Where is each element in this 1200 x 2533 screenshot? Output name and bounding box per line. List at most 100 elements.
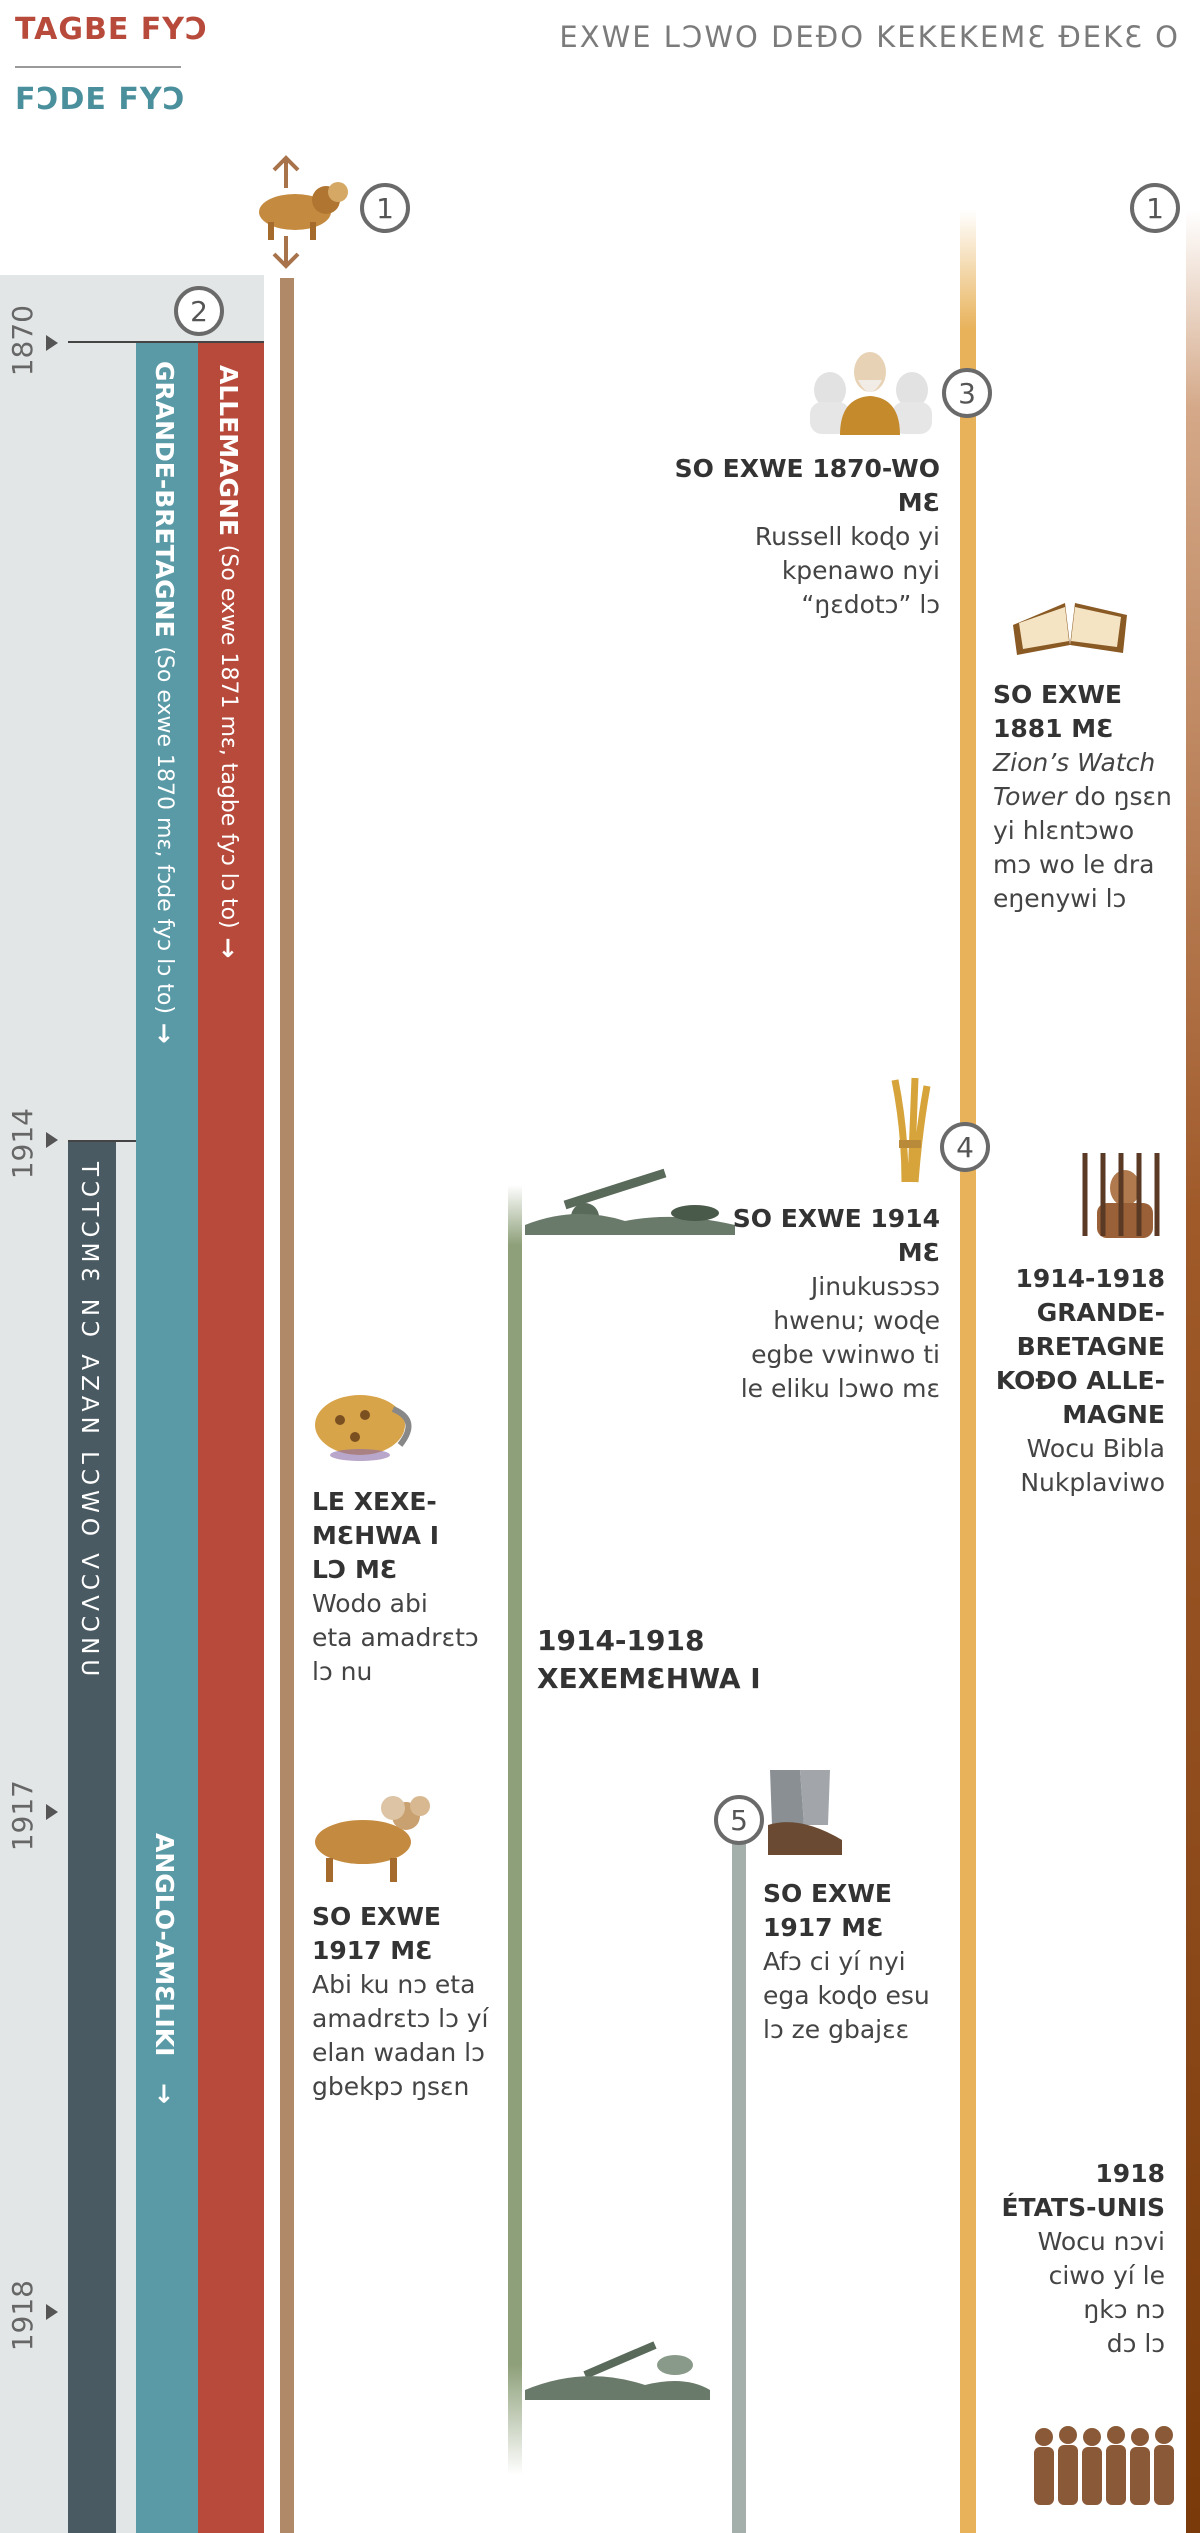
event-prison-head-2: GRANDE-	[1036, 1298, 1165, 1327]
event-wound-head-3: LƆ MƐ	[312, 1555, 398, 1584]
soldiers-ground-icon	[525, 2341, 710, 2400]
event-1917b-body-2: ega koɖo esu	[763, 1981, 930, 2010]
bar-angloam-arrow: →	[150, 2083, 179, 2105]
year-label-1914: 1914	[6, 1108, 39, 1180]
event-1917a-body-4: gbekpɔ ŋsɛn	[312, 2072, 470, 2101]
bar-allemagne-label: ALLEMAGNE (So exwe 1871 mɛ, tagbe fyɔ lɔ…	[214, 365, 243, 958]
marker-3: 3	[942, 368, 992, 418]
event-war-wound: LE XEXE- MƐHWA I LƆ MƐ Wodo abi eta amad…	[312, 1485, 502, 1689]
bar-gb-arrow: →	[150, 1022, 179, 1044]
event-1881-head-1: SO EXWE	[993, 680, 1122, 709]
marker-1-right: 1	[1130, 183, 1180, 233]
year-label-1917: 1917	[6, 1780, 39, 1852]
event-1918-body-3: ŋkɔ nɔ	[1083, 2295, 1165, 2324]
event-1870-body-3: “ŋɛdotɔ” lɔ	[801, 590, 940, 619]
year-label-1918: 1918	[6, 2280, 39, 2352]
event-1917a-body-1: Abi ku nɔ eta	[312, 1970, 476, 1999]
timeline-war	[508, 1185, 522, 2475]
bar-angloam-name: ANGLO-AMƐLIKI	[150, 1833, 179, 2057]
event-wound-body-1: Wodo abi	[312, 1589, 428, 1618]
timeline-beast	[280, 278, 294, 2533]
event-1914-body-2: hwenu; woɖe	[773, 1306, 940, 1335]
open-book-icon	[1013, 603, 1127, 655]
beast-lion-icon	[259, 155, 348, 269]
wheat-bundle-icon	[891, 1077, 931, 1183]
header-teal-title: FƆDE FYƆ	[15, 82, 186, 117]
header-divider	[15, 66, 181, 68]
event-1881-body-3: eŋenywi lɔ	[993, 884, 1127, 913]
event-1918-body-2: ciwo yí le	[1048, 2261, 1165, 2290]
marker-1-left: 1	[360, 183, 410, 233]
year-label-1870: 1870	[6, 305, 39, 377]
event-prison-body-2: Nukplaviwo	[1020, 1468, 1165, 1497]
event-1870-head-2: MƐ	[897, 488, 940, 517]
bar-allemagne-arrow: →	[214, 937, 243, 959]
marker-4: 4	[940, 1122, 990, 1172]
iron-clay-feet-icon	[768, 1770, 842, 1855]
event-1914-body-1: Jinukusɔsɔ	[810, 1272, 940, 1301]
year-tick-1917	[46, 1804, 58, 1820]
event-1914-head-2: MƐ	[897, 1238, 940, 1267]
event-1918: 1918 ÉTATS-UNIS Wocu nɔvi ciwo yí le ŋkɔ…	[975, 2157, 1165, 2361]
timeline-feet	[732, 1840, 746, 2533]
event-war-head-1: 1914-1918	[537, 1624, 705, 1657]
panel-top-line	[68, 341, 264, 343]
group-of-men-icon	[1034, 2426, 1174, 2505]
header-right-title: EXWE LƆWO DEƉO KEKEKEMƐ ƉEKƐ O	[559, 20, 1180, 54]
event-1881: SO EXWE 1881 MƐ Zion’s Watch Tower do ŋs…	[993, 678, 1183, 916]
event-wound-body-2: eta amadrɛtɔ	[312, 1623, 479, 1652]
event-1870-body-1: Russell koɖo yi	[754, 522, 940, 551]
event-war-head-2: XEXEMƐHWA I	[537, 1662, 761, 1695]
beast-seven-heads-icon	[315, 1796, 430, 1882]
bar-grande-bretagne: GRANDE-BRETAGNE (So exwe 1870 mɛ, fɔde f…	[136, 343, 198, 2533]
event-1870-body-2: kpenawo nyi	[781, 556, 940, 585]
bar-angloam-label: ANGLO-AMƐLIKI →	[150, 1833, 179, 2104]
event-prison-head-3: BRETAGNE	[1016, 1332, 1165, 1361]
marker-2: 2	[174, 286, 224, 336]
event-1881-italic-1: Zion’s Watch	[993, 748, 1156, 777]
event-1917a-head-1: SO EXWE	[312, 1902, 441, 1931]
connector-1914	[68, 1140, 136, 1142]
bar-anglo-american-dark: TƆTƆMƐ NƆ AZAN LƆWO VƆVƆNU	[68, 1142, 116, 2533]
event-1881-body-after: do ŋsɛn	[1066, 782, 1172, 811]
event-1881-body-1: yi hlɛntɔwo	[993, 816, 1135, 845]
bar-gb-note: (So exwe 1870 mɛ, fɔde fyɔ lɔ to)	[152, 646, 177, 1014]
event-1914: SO EXWE 1914 MƐ Jinukusɔsɔ hwenu; woɖe e…	[690, 1202, 940, 1406]
event-prison-head-4: KOƉO ALLE-	[995, 1366, 1165, 1395]
header-red-title: TAGBE FYƆ	[15, 12, 209, 47]
event-1917b-head-2: 1917 MƐ	[763, 1913, 884, 1942]
event-wound-head-1: LE XEXE-	[312, 1487, 437, 1516]
event-1917a-body-3: elan wadan lɔ	[312, 2038, 485, 2067]
event-1914-body-4: le eliku lɔwo mɛ	[740, 1374, 940, 1403]
event-prison-head-5: MAGNE	[1062, 1400, 1165, 1429]
bar-allemagne-note: (So exwe 1871 mɛ, tagbe fyɔ lɔ to)	[216, 544, 241, 929]
russell-portrait-icon	[810, 352, 932, 435]
event-1917-beast: SO EXWE 1917 MƐ Abi ku nɔ eta amadrɛtɔ l…	[312, 1900, 512, 2104]
event-1917a-body-2: amadrɛtɔ lɔ yí	[312, 2004, 489, 2033]
timeline-wheat	[960, 210, 976, 2533]
event-1917a-head-2: 1917 MƐ	[312, 1936, 433, 1965]
year-tick-1918	[46, 2304, 58, 2320]
event-1914-body-3: egbe vwinwo ti	[751, 1340, 940, 1369]
event-1918-body-4: dɔ lɔ	[1106, 2329, 1165, 2358]
event-1918-head-1: 1918	[1095, 2159, 1165, 2188]
bar-dark-label: TƆTƆMƐ NƆ AZAN LƆWO VƆVƆNU	[76, 1162, 102, 1682]
event-wound-body-3: lɔ nu	[312, 1657, 373, 1686]
event-1917b-body-1: Afɔ ci yí nyi	[763, 1947, 906, 1976]
event-1917-feet: SO EXWE 1917 MƐ Afɔ ci yí nyi ega koɖo e…	[763, 1877, 953, 2047]
bar-allemagne: ALLEMAGNE (So exwe 1871 mɛ, tagbe fyɔ lɔ…	[198, 343, 264, 2533]
year-tick-1914	[46, 1132, 58, 1148]
event-1870: SO EXWE 1870-WO MƐ Russell koɖo yi kpena…	[640, 452, 940, 622]
prison-bars-icon	[1082, 1153, 1160, 1238]
event-1917b-body-3: lɔ ze gbajɛɛ	[763, 2015, 910, 2044]
event-wound-head-2: MƐHWA I	[312, 1521, 440, 1550]
timeline-anointed	[1186, 210, 1200, 2533]
event-prison-head-1: 1914-1918	[1015, 1264, 1165, 1293]
event-1870-head-1: SO EXWE 1870-WO	[674, 454, 940, 483]
event-1881-head-2: 1881 MƐ	[993, 714, 1114, 743]
event-world-war: 1914-1918 XEXEMƐHWA I	[537, 1622, 797, 1698]
bar-gb-name: GRANDE-BRETAGNE	[150, 361, 179, 638]
marker-5: 5	[714, 1795, 764, 1845]
wounded-beast-head-icon	[315, 1395, 412, 1461]
bar-gb-label: GRANDE-BRETAGNE (So exwe 1870 mɛ, fɔde f…	[150, 361, 179, 1044]
